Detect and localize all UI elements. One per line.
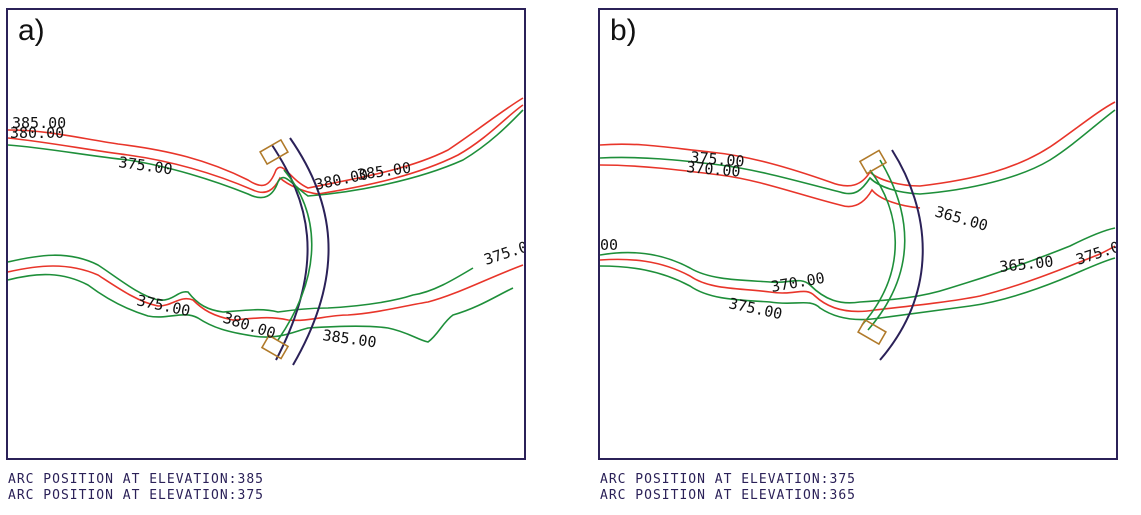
contour-label-a-6: 375.00 [482, 235, 524, 269]
contour-label-b-8: 375.00 [1074, 235, 1116, 269]
status-readout-b: ARC POSITION AT ELEVATION:375 ARC POSITI… [600, 472, 856, 504]
dam-arc-upstream-b [867, 159, 906, 331]
abutment-bottom-b [857, 318, 887, 346]
abutment-top-a [259, 138, 289, 166]
contour-green-lower2-b [600, 257, 1116, 321]
contour-red-upper-b [600, 101, 1116, 187]
status-value-a-1: 385 [237, 472, 264, 487]
contour-green-upper-a [8, 109, 524, 199]
contour-red-upper-a [8, 97, 524, 189]
contour-label-b-2: 370.00 [686, 158, 742, 181]
contour-red-upper2-b [600, 164, 921, 209]
panel-label-b: b) [610, 14, 637, 47]
abutment-top-b [858, 149, 888, 175]
panel-a: a) 385.00 380.00 375.00 380.00 385.00 37… [6, 8, 526, 460]
dam-arc-inner-b [861, 169, 897, 326]
contour-map-a: 385.00 380.00 375.00 380.00 385.00 375.0… [8, 97, 524, 366]
contour-label-b-6: 375.00 [727, 294, 784, 323]
contour-label-a-9: 385.00 [321, 326, 377, 351]
panel-label-a: a) [18, 14, 45, 47]
dam-arc-downstream-a [289, 137, 330, 366]
panel-b: b) 375.00 370.00 365.00 00 370.00 375.00… [598, 8, 1118, 460]
status-line-a-2: ARC POSITION AT ELEVATION:375 [8, 488, 264, 504]
dam-arc-upstream-a [271, 144, 309, 361]
status-value-b-1: 375 [829, 472, 856, 487]
contour-label-a-3: 375.00 [117, 153, 173, 178]
contour-red-lower-a [8, 264, 524, 322]
status-prefix-b-2: ARC POSITION AT ELEVATION: [600, 488, 830, 503]
status-value-a-2: 375 [237, 488, 264, 503]
abutment-bottom-a [260, 334, 290, 360]
dam-arc-downstream-b [879, 149, 924, 361]
dam-arc-green-a [277, 169, 313, 341]
contour-map-b: 375.00 370.00 365.00 00 370.00 375.00 36… [600, 101, 1116, 361]
contour-green-lower-b [600, 227, 1116, 304]
contour-label-b-1: 375.00 [690, 148, 746, 171]
status-prefix-a-2: ARC POSITION AT ELEVATION: [8, 488, 238, 503]
status-readout-a: ARC POSITION AT ELEVATION:385 ARC POSITI… [8, 472, 264, 504]
contour-red-lower-b [600, 245, 1116, 313]
status-prefix-b-1: ARC POSITION AT ELEVATION: [600, 472, 830, 487]
contour-label-b-7: 365.00 [999, 252, 1055, 276]
status-line-a-1: ARC POSITION AT ELEVATION:385 [8, 472, 264, 488]
status-line-b-1: ARC POSITION AT ELEVATION:375 [600, 472, 856, 488]
contour-label-a-7: 375.00 [135, 291, 192, 320]
contour-label-a-2: 380.00 [10, 124, 64, 142]
contour-label-a-1: 385.00 [12, 114, 66, 132]
contour-label-b-4: 00 [600, 236, 618, 254]
contour-label-b-3: 365.00 [933, 203, 990, 235]
status-value-b-2: 365 [829, 488, 856, 503]
contour-green-upper-b [600, 109, 1116, 195]
status-line-b-2: ARC POSITION AT ELEVATION:365 [600, 488, 856, 504]
contour-label-a-8: 380.00 [221, 309, 278, 343]
contour-green-lower-a [8, 254, 474, 313]
status-prefix-a-1: ARC POSITION AT ELEVATION: [8, 472, 238, 487]
